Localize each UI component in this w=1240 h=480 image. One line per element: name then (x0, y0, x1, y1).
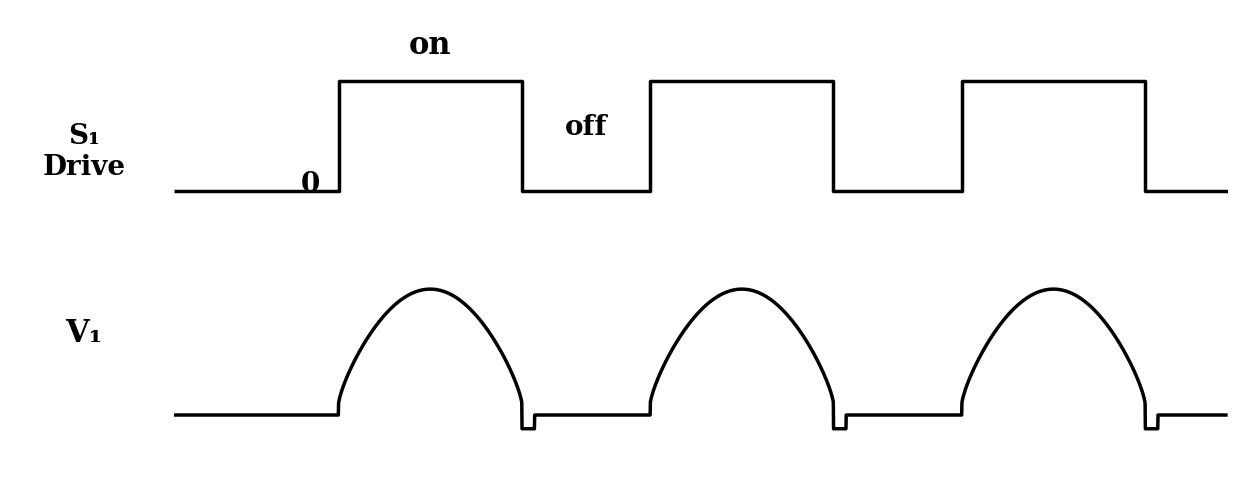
Text: on: on (409, 30, 451, 61)
Text: S₁
Drive: S₁ Drive (42, 123, 125, 181)
Text: V₁: V₁ (66, 318, 103, 348)
Text: 0: 0 (301, 171, 320, 198)
Text: off: off (564, 114, 608, 141)
